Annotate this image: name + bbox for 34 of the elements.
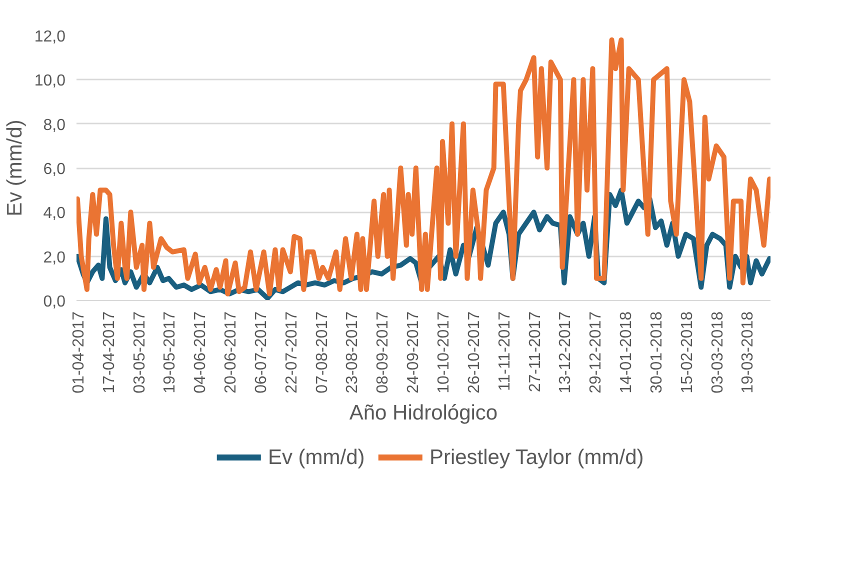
x-tick-label: 08-09-2017 <box>374 311 392 394</box>
y-tick-label: 6,0 <box>43 161 66 178</box>
legend-label: Priestley Taylor (mm/d) <box>429 446 644 469</box>
x-tick-label: 26-10-2017 <box>466 311 483 394</box>
x-tick-label: 06-07-2017 <box>252 311 270 394</box>
x-tick-label: 15-02-2018 <box>678 311 696 394</box>
x-tick-label: 20-06-2017 <box>222 311 240 394</box>
y-tick-label: 0,0 <box>43 294 66 310</box>
x-tick-label: 19-03-2018 <box>740 311 757 394</box>
x-tick-label: 03-05-2017 <box>131 311 148 394</box>
x-tick-label: 01-04-2017 <box>70 311 88 394</box>
x-tick-label: 23-08-2017 <box>344 311 362 394</box>
legend-label: Ev (mm/d) <box>268 446 365 469</box>
y-tick-label: 10,0 <box>34 72 66 90</box>
y-tick-label: 8,0 <box>43 116 66 134</box>
x-tick-label: 30-01-2018 <box>648 311 666 394</box>
x-tick-label: 13-12-2017 <box>557 311 574 394</box>
x-tick-label: 04-06-2017 <box>192 311 210 394</box>
x-tick-label: 27-11-2017 <box>526 311 544 392</box>
x-tick-label: 11-11-2017 <box>496 311 514 391</box>
x-tick-label: 17-04-2017 <box>100 311 118 394</box>
x-tick-label: 22-07-2017 <box>283 311 300 394</box>
y-tick-label: 2,0 <box>43 249 66 266</box>
y-tick-label: 12,0 <box>34 28 66 46</box>
x-tick-label: 24-09-2017 <box>405 311 422 394</box>
y-axis-title: Ev (mm/d) <box>3 120 26 216</box>
x-tick-label: 14-01-2018 <box>618 311 636 394</box>
y-tick-label: 4,0 <box>43 205 66 222</box>
x-tick-label: 19-05-2017 <box>162 311 179 394</box>
x-tick-label: 10-10-2017 <box>436 311 453 394</box>
x-axis-title: Año Hidrológico <box>349 401 498 424</box>
x-tick-label: 29-12-2017 <box>588 311 605 394</box>
x-tick-label: 07-08-2017 <box>314 311 331 394</box>
x-tick-label: 03-03-2018 <box>709 311 726 394</box>
